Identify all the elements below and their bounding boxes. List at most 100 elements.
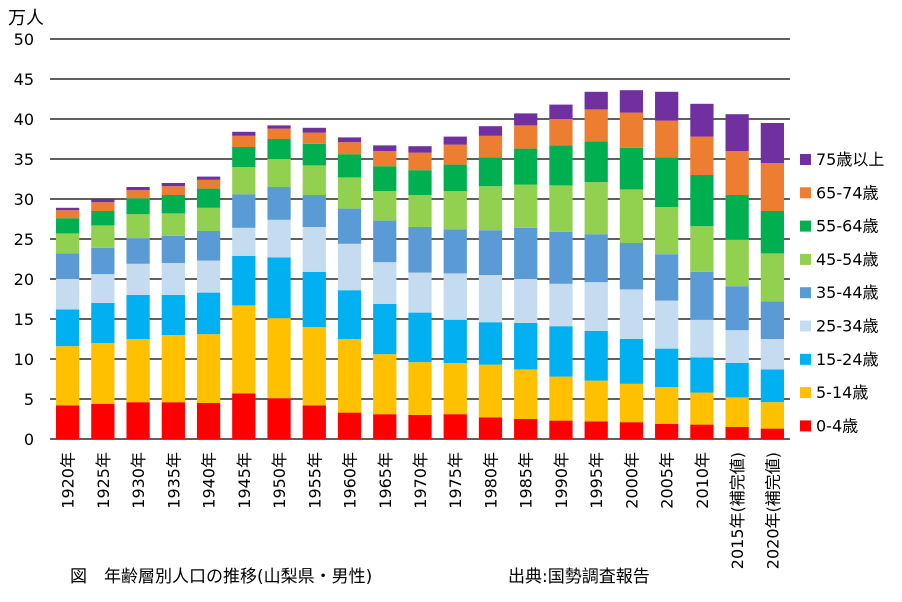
bar-segment <box>690 136 714 175</box>
bar-segment <box>267 398 291 439</box>
bar-segment <box>584 282 608 331</box>
bar-segment <box>478 126 503 136</box>
bar-segment <box>232 393 256 439</box>
bar-segment <box>655 207 679 255</box>
bar-segment <box>408 312 432 363</box>
bar-segment <box>126 198 150 215</box>
bar-segment <box>584 331 608 381</box>
bar-segment <box>373 354 397 415</box>
bar-segment <box>690 357 714 393</box>
bar-segment <box>126 190 150 199</box>
bar-segment <box>725 397 749 427</box>
bar-segment <box>196 176 221 180</box>
figure-caption: 図 年齢層別人口の推移(山梨県・男性) <box>70 567 373 587</box>
bar-segment <box>514 369 538 419</box>
y-tick-label: 15 <box>14 310 34 329</box>
bar-segment <box>725 114 749 151</box>
x-tick-label: 1945年 <box>235 452 254 509</box>
bar-segment <box>373 151 397 167</box>
bar-segment <box>549 420 573 439</box>
bar-segment <box>408 146 432 153</box>
bar-segment <box>549 231 573 284</box>
bar-segment <box>196 207 221 231</box>
bar-segment <box>373 220 397 263</box>
bar-segment <box>373 145 397 151</box>
bar-segment <box>584 182 608 235</box>
bar-segment <box>161 183 185 187</box>
x-tick-label: 2005年 <box>658 452 677 509</box>
bar-segment <box>760 301 785 339</box>
bar-segment <box>126 339 150 403</box>
bar-segment <box>337 177 362 209</box>
bar-segment <box>91 247 115 275</box>
x-tick-label: 2020年(補完値) <box>763 452 782 569</box>
bar-segment <box>196 231 221 261</box>
bar-segment <box>549 376 573 421</box>
bar-segment <box>373 262 397 304</box>
x-tick-label: 1940年 <box>200 452 219 509</box>
legend-label: 45-54歳 <box>816 250 879 269</box>
bar-segment <box>725 239 749 287</box>
legend-swatch <box>800 187 811 199</box>
bar-segment <box>514 148 538 185</box>
bar-segment <box>443 273 467 320</box>
bar-segment <box>655 423 679 439</box>
bar-segment <box>514 184 538 228</box>
bar-segment <box>408 227 432 273</box>
x-tick-label: 1975年 <box>446 452 465 509</box>
bar-segment <box>655 91 679 121</box>
bar-segment <box>584 234 608 283</box>
bar-segment <box>55 279 80 310</box>
bar-segment <box>337 154 362 178</box>
y-tick-label: 45 <box>14 70 34 89</box>
bar-segment <box>549 326 573 377</box>
bar-segment <box>655 254 679 301</box>
bar-segment <box>91 303 115 343</box>
bar-segment <box>267 159 291 187</box>
bar-segment <box>55 218 80 234</box>
bar-segment <box>443 136 467 145</box>
x-tick-label: 2010年 <box>693 452 712 509</box>
bar-segment <box>408 272 432 313</box>
bar-segment <box>690 319 714 358</box>
legend-label: 15-24歳 <box>816 350 879 369</box>
bar-segment <box>725 363 749 398</box>
bar-segment <box>232 255 256 306</box>
bar-segment <box>126 187 150 191</box>
bar-segment <box>760 123 785 163</box>
bar-segment <box>478 157 503 187</box>
bar-segment <box>690 424 714 439</box>
legend-swatch <box>800 287 811 299</box>
bar-segment <box>725 195 749 240</box>
y-tick-labels: 0 5 10 15 20 25 30 35 40 45 50 <box>14 30 34 449</box>
y-tick-label: 5 <box>24 390 34 409</box>
x-tick-label: 1965年 <box>376 452 395 509</box>
legend-label: 25-34歳 <box>816 317 879 336</box>
bar-segment <box>126 295 150 339</box>
bar-segment <box>196 334 221 403</box>
legend-swatch <box>800 387 811 399</box>
y-axis-unit-label: 万人 <box>8 8 44 29</box>
bar-segment <box>267 318 291 399</box>
bar-segment <box>55 346 80 406</box>
bar-segment <box>690 175 714 227</box>
bar-segment <box>161 213 185 236</box>
bar-segment <box>337 137 362 143</box>
bar-segment <box>267 257 291 319</box>
bar-segment <box>584 380 608 422</box>
bar-segment <box>725 286 749 331</box>
y-tick-label: 0 <box>24 430 34 449</box>
x-tick-label: 1985年 <box>517 452 536 509</box>
bar-segment <box>126 263 150 295</box>
bar-segment <box>161 195 185 214</box>
legend-label: 65-74歳 <box>816 183 879 202</box>
bar-segment <box>126 402 150 439</box>
x-tick-label: 1995年 <box>587 452 606 509</box>
bar-segment <box>478 417 503 439</box>
legend-label: 0-4歳 <box>816 416 858 435</box>
bar-segment <box>619 90 644 113</box>
x-tick-label: 1930年 <box>129 452 148 509</box>
bar-segment <box>408 362 432 415</box>
legend-swatch <box>800 253 811 265</box>
bar-segment <box>373 414 397 439</box>
